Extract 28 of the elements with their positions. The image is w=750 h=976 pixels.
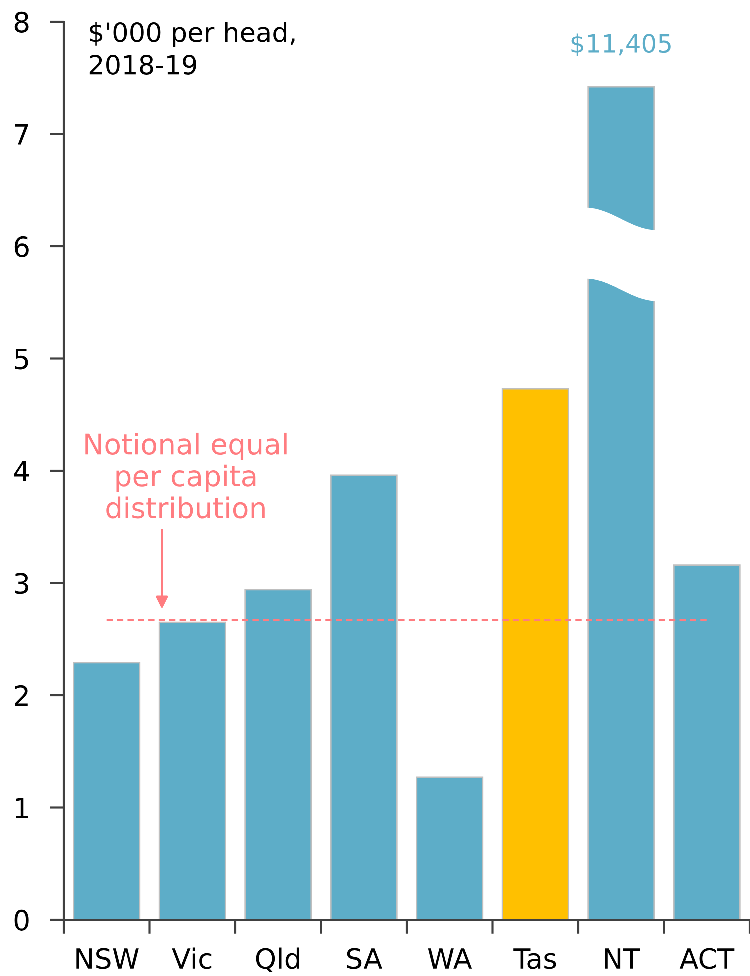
text: $'000 per head, 2018-19	[90, 22, 295, 75]
bar	[673, 564, 741, 920]
x-tick-label: NT	[605, 948, 640, 969]
ref-line-label: Notional equal per capita distribution	[86, 432, 287, 519]
annotation: $11,405	[572, 34, 671, 56]
y-tick-label: 4	[14, 461, 30, 482]
y-tick-label: 3	[15, 573, 28, 594]
y-tick-label: 8	[14, 12, 29, 33]
y-tick-label: 6	[14, 236, 29, 258]
y-tick-label: 7	[15, 124, 28, 145]
x-tick-label: NSW	[76, 948, 139, 970]
y-tick-label: 5	[15, 349, 28, 370]
bar	[73, 662, 141, 920]
x-tick-label: Tas	[514, 948, 556, 970]
bar	[502, 388, 570, 920]
bar	[330, 474, 398, 920]
x-tick-label: Vic	[172, 948, 212, 970]
y-tick-label: 2	[15, 685, 28, 706]
x-tick-label: Qld	[256, 948, 300, 972]
bar	[158, 622, 226, 920]
bar	[244, 589, 312, 920]
y-tick-label: 1	[16, 798, 28, 818]
bar	[588, 86, 656, 920]
y-tick-label: 0	[14, 910, 29, 931]
bar	[416, 776, 484, 920]
x-tick-label: WA	[428, 948, 472, 969]
x-tick-label: SA	[347, 948, 382, 970]
x-tick-label: ACT	[680, 948, 735, 970]
